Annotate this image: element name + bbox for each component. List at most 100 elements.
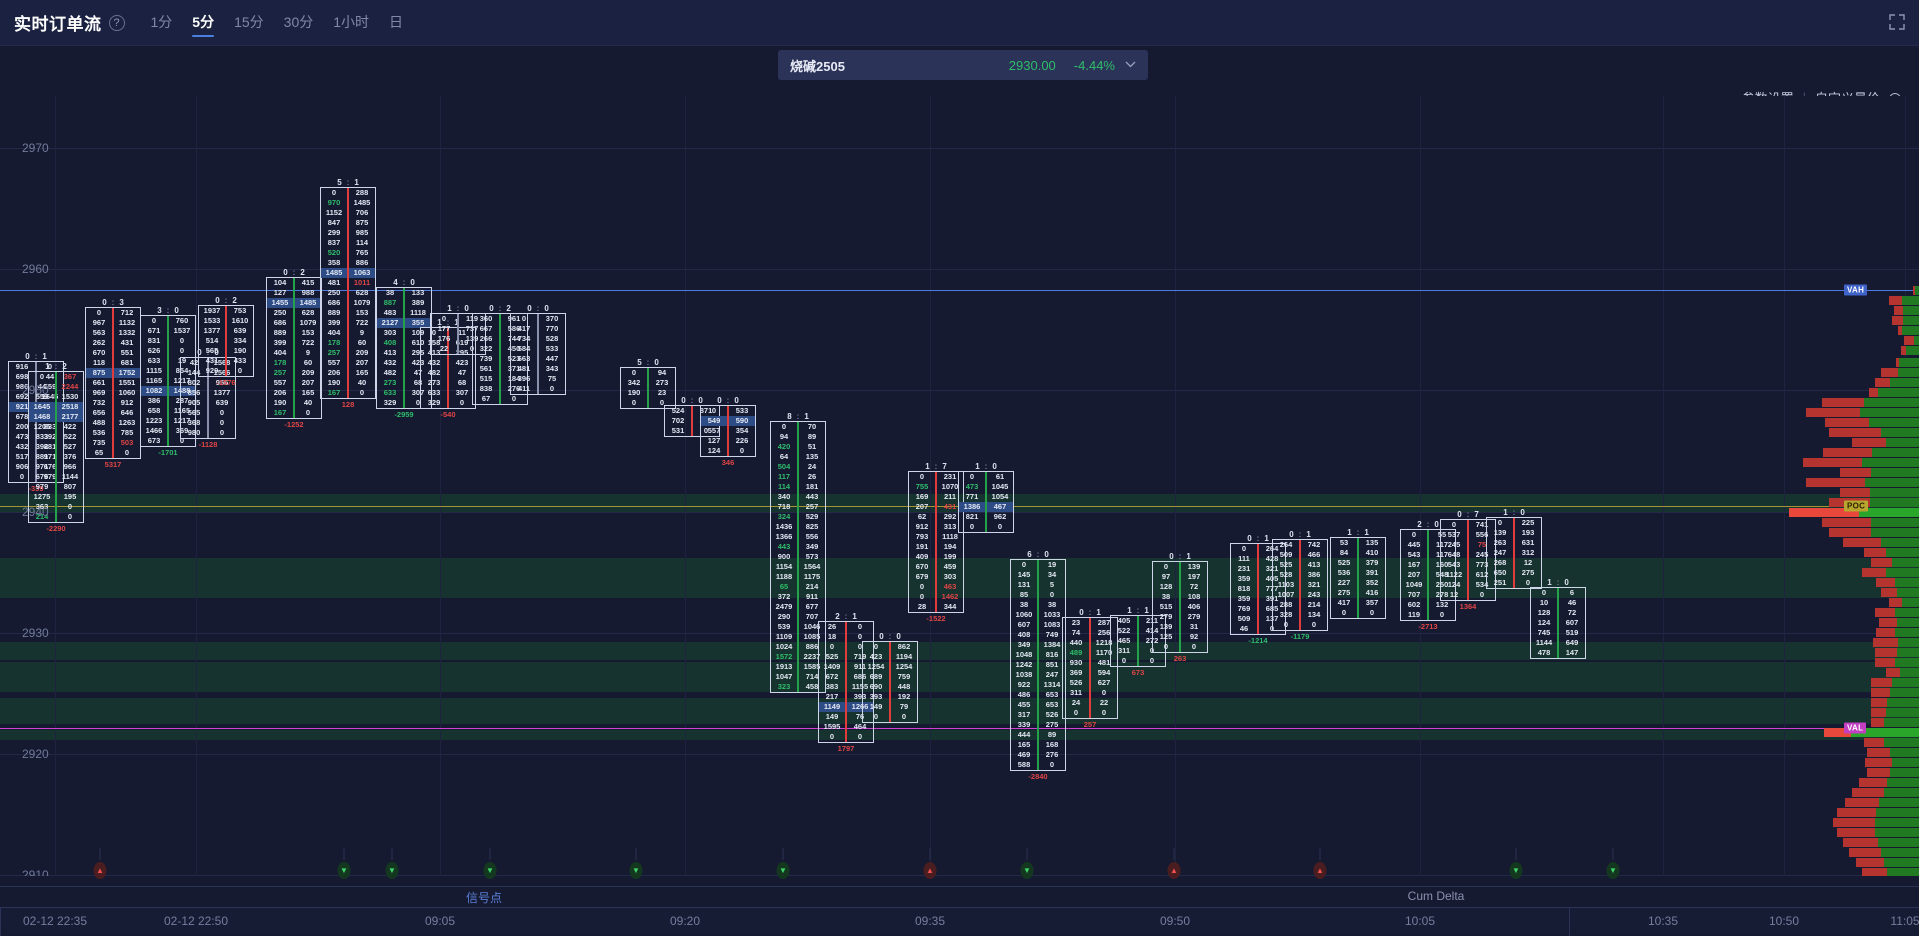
bid-volume: 119: [1401, 610, 1427, 620]
buy-volume-bar: [1897, 588, 1919, 597]
ask-volume: 273: [649, 378, 675, 388]
signal-down-icon[interactable]: ▼: [484, 862, 497, 879]
x-axis-tick: 10:50: [1769, 914, 1799, 928]
ask-volume: 1175: [799, 572, 825, 582]
volume-profile-row: [1822, 398, 1919, 407]
price-tag-vah: VAH: [1844, 285, 1867, 296]
bid-volume: 1047: [771, 672, 797, 682]
sell-volume-bar: [1892, 316, 1903, 325]
signal-down-icon[interactable]: ▼: [386, 862, 399, 879]
buy-volume-bar: [1902, 326, 1919, 335]
tab-1[interactable]: 5分: [192, 12, 214, 37]
bid-volume: 504: [771, 462, 797, 472]
bid-volume: 169: [909, 492, 935, 502]
bid-volume: 837: [321, 238, 347, 248]
signal-down-icon[interactable]: ▼: [777, 862, 790, 879]
volume-profile-row: [1849, 848, 1919, 857]
ask-volume: 573: [799, 552, 825, 562]
sell-volume-bar: [1867, 768, 1891, 777]
buy-volume-bar: [1895, 658, 1919, 667]
volume-profile-row: [1843, 538, 1919, 547]
tab-0[interactable]: 1分: [151, 12, 173, 37]
sell-volume-bar: [1803, 458, 1862, 467]
bid-volume: 686: [267, 318, 293, 328]
footprint-chart[interactable]: 0:19160698449865596921645921146867812052…: [0, 96, 1919, 876]
volume-profile-row: [1894, 306, 1919, 315]
signal-down-icon[interactable]: ▼: [1510, 862, 1523, 879]
signal-up-icon[interactable]: ▲: [1168, 862, 1181, 879]
bid-volume: 663: [511, 354, 537, 364]
ask-volume: 2244: [57, 382, 83, 392]
signal-up-icon[interactable]: ▲: [1314, 862, 1327, 879]
ask-volume: 712: [114, 308, 140, 318]
tab-5[interactable]: 日: [389, 12, 403, 37]
ask-volume: 190: [227, 346, 253, 356]
signal-up-icon[interactable]: ▲: [924, 862, 937, 879]
signal-down-icon[interactable]: ▼: [630, 862, 643, 879]
signal-down-icon[interactable]: ▼: [1021, 862, 1034, 879]
price-tag-val: VAL: [1844, 723, 1866, 734]
signal-down-icon[interactable]: ▼: [338, 862, 351, 879]
signal-down-icon[interactable]: ▼: [1607, 862, 1620, 879]
bid-volume: 1468: [29, 412, 55, 422]
buy-volume-bar: [1887, 698, 1919, 707]
ask-volume: 386: [1301, 570, 1327, 580]
bid-volume: 53: [1331, 538, 1357, 548]
ask-volume: 72: [1181, 582, 1207, 592]
bid-volume: 178: [267, 358, 293, 368]
bid-volume: 525: [1331, 558, 1357, 568]
chevron-down-icon[interactable]: [1125, 59, 1136, 71]
bid-volume: 1275: [29, 492, 55, 502]
expand-icon[interactable]: [1889, 14, 1905, 30]
bid-volume: 1154: [771, 562, 797, 572]
sell-volume-bar: [1875, 658, 1896, 667]
ask-volume: 785: [114, 428, 140, 438]
bid-volume: 404: [267, 348, 293, 358]
ask-volume: 0: [57, 502, 83, 512]
tab-3[interactable]: 30分: [284, 12, 314, 37]
sell-volume-bar: [1849, 848, 1881, 857]
imbalance-header: 0:0: [862, 632, 918, 641]
tab-4[interactable]: 1小时: [333, 12, 369, 37]
bid-volume: 10: [1531, 598, 1557, 608]
ask-volume: 135: [799, 452, 825, 462]
tab-2[interactable]: 15分: [234, 12, 264, 37]
bid-volume: 889: [267, 328, 293, 338]
signal-up-icon[interactable]: ▲: [94, 862, 107, 879]
ask-volume: 466: [1301, 550, 1327, 560]
ask-volume: 1054: [987, 492, 1013, 502]
ask-volume: 533: [729, 406, 755, 416]
question-circle-icon[interactable]: ?: [109, 15, 125, 31]
bid-volume: 432: [377, 358, 403, 368]
buy-volume-bar: [1895, 628, 1919, 637]
instrument-selector[interactable]: 烧碱2505 2930.00 -4.44%: [778, 50, 1148, 80]
volume-profile-row: [1829, 498, 1919, 507]
